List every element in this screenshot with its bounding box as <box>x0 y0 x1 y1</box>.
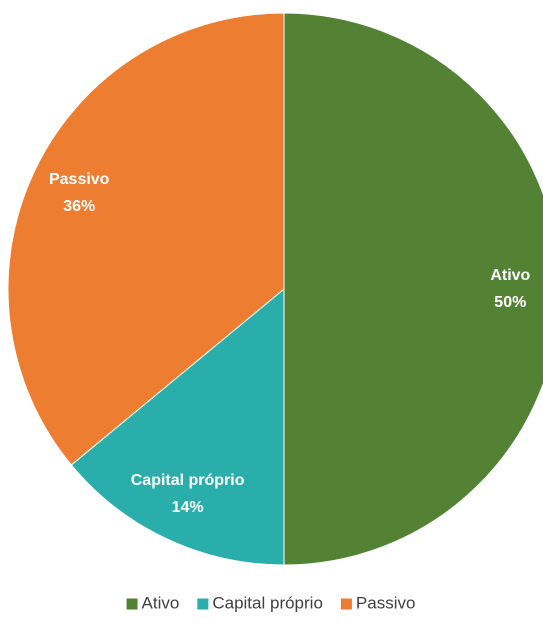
legend-swatch <box>340 598 352 610</box>
pie-slice <box>283 12 543 566</box>
slice-label: Ativo <box>490 267 530 284</box>
legend-swatch <box>197 598 209 610</box>
pie-slice <box>70 287 285 566</box>
legend-label: Capital próprio <box>212 593 323 612</box>
legend-label: Passivo <box>356 593 416 612</box>
slice-label: Capital próprio <box>131 472 245 489</box>
legend-label: Ativo <box>142 593 180 612</box>
slice-label: Passivo <box>49 171 110 188</box>
slice-value-label: 50% <box>494 294 526 311</box>
legend-swatch <box>126 598 138 610</box>
slice-value-label: 36% <box>63 198 95 215</box>
pie-slice <box>7 12 285 466</box>
slice-value-label: 14% <box>172 499 204 516</box>
